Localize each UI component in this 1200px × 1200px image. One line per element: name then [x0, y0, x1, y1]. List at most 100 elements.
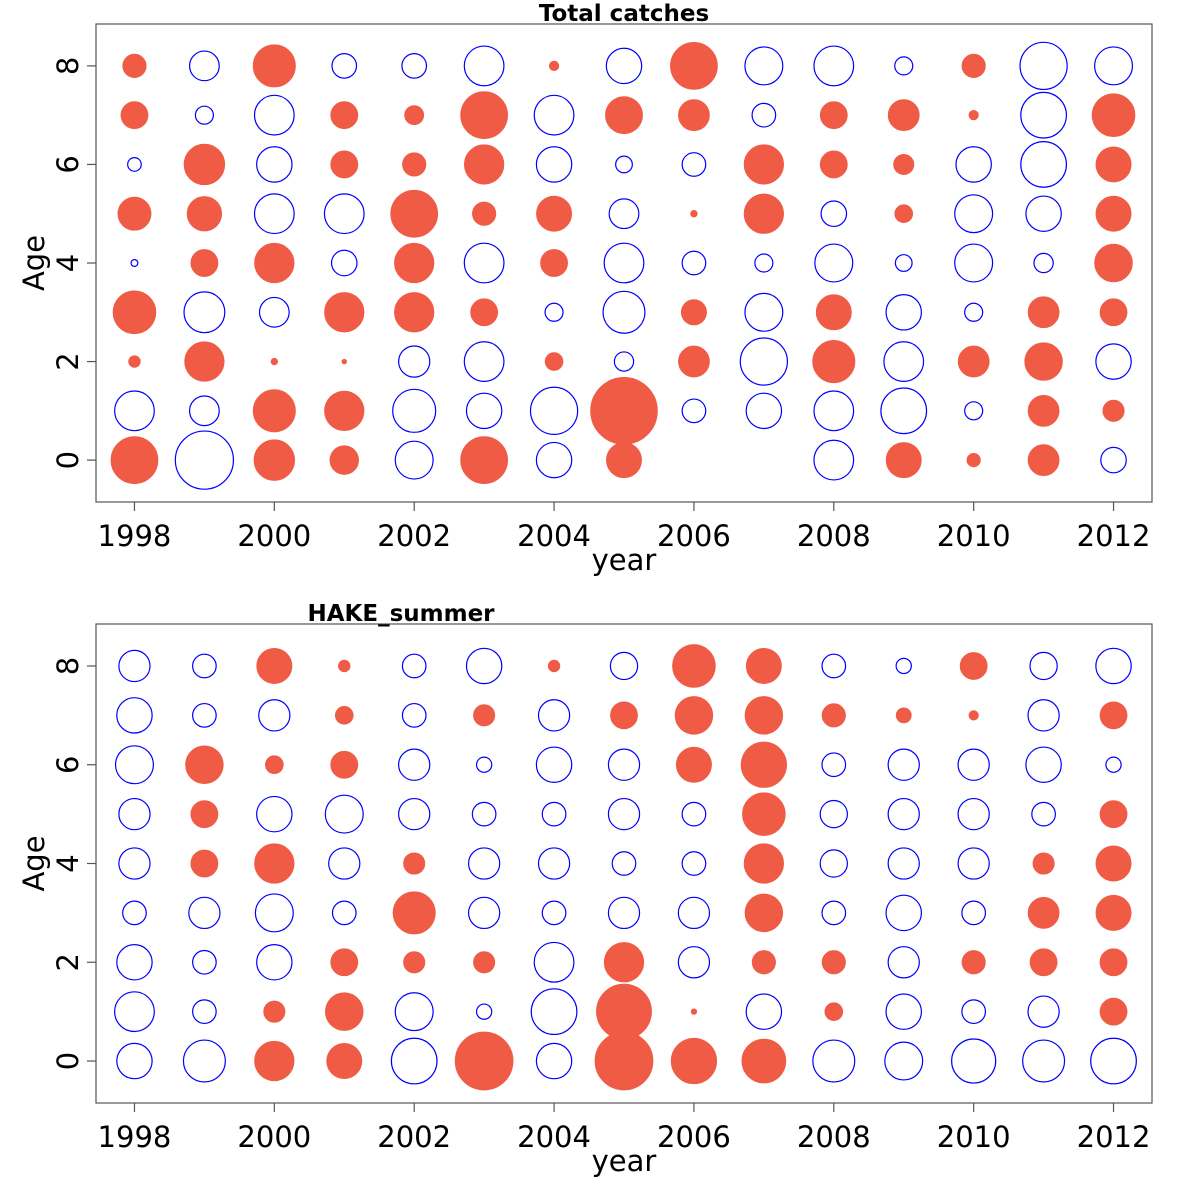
bubble-2005-age-3 — [602, 290, 646, 334]
bubble-1999-age-1 — [188, 395, 220, 427]
bubble-2006-age-7 — [678, 99, 710, 132]
panel-2: HAKE_summer 1998 2000 2002 2004 2006 2008 2010 2… — [17, 601, 1153, 1178]
bubble-2002-age-7 — [401, 702, 427, 728]
bubble-2002-age-3 — [394, 292, 435, 333]
bubble-2008-age-4 — [814, 243, 854, 283]
bubble-2007-age-1 — [745, 993, 783, 1030]
bubble-2006-age-3 — [680, 299, 707, 326]
y-tick-label: 8 — [51, 57, 85, 75]
panel-title: Total catches — [539, 1, 709, 27]
bubble-2002-age-5 — [390, 189, 439, 238]
bubble-2008-age-8 — [813, 45, 855, 87]
bubble-1999-age-7 — [194, 105, 214, 125]
bubble-2003-age-0 — [460, 436, 508, 484]
bubble-2011-age-8 — [1019, 41, 1068, 91]
bubble-2000-age-8 — [256, 648, 293, 684]
bubble-1998-age-8 — [122, 53, 147, 78]
bubble-2001-age-0 — [326, 1043, 363, 1079]
bubble-1999-age-0 — [182, 1039, 226, 1083]
bubble-2002-age-4 — [403, 852, 426, 875]
bubble-1999-age-5 — [186, 196, 223, 232]
bubble-2010-age-0 — [951, 1038, 997, 1084]
x-tick-label: 2002 — [377, 519, 451, 553]
x-tick-label: 2006 — [657, 1120, 731, 1154]
bubble-2011-age-6 — [1020, 141, 1068, 188]
bubble-2001-age-5 — [323, 193, 365, 235]
bubble-1998-age-6 — [127, 157, 142, 172]
bubble-2012-age-0 — [1100, 446, 1127, 474]
bubble-2000-age-4 — [254, 843, 295, 884]
bubble-2004-age-4 — [537, 847, 571, 880]
bubble-2004-age-8 — [547, 659, 561, 673]
bubble-2000-age-8 — [252, 44, 296, 88]
bubble-2009-age-5 — [894, 204, 914, 224]
bubble-2001-age-1 — [324, 390, 365, 431]
bubble-2005-age-2 — [613, 351, 635, 372]
y-tick-label: 0 — [51, 451, 85, 469]
bubble-2002-age-1 — [394, 992, 434, 1032]
bubble-2001-age-0 — [329, 445, 359, 475]
bubble-2012-age-3 — [1095, 894, 1132, 931]
x-tick-label: 2004 — [517, 1120, 591, 1154]
bubble-2000-age-3 — [258, 296, 290, 328]
bubble-1998-age-6 — [114, 745, 154, 785]
bubble-2000-age-5 — [253, 193, 295, 235]
bubble-2008-age-2 — [821, 950, 846, 975]
bubble-2003-age-5 — [471, 801, 497, 827]
x-tick-label: 2008 — [797, 1120, 871, 1154]
bubble-2008-age-0 — [812, 1039, 856, 1083]
bubble-2005-age-8 — [605, 47, 643, 85]
bubble-2009-age-0 — [885, 442, 922, 479]
bubble-2008-age-8 — [821, 653, 847, 679]
bubble-2008-age-5 — [819, 799, 849, 829]
bubble-2012-age-1 — [1102, 399, 1125, 422]
bubble-2010-age-7 — [968, 710, 979, 721]
x-tick-label: 2012 — [1077, 519, 1151, 553]
bubble-2002-age-8 — [401, 653, 427, 679]
bubble-2003-age-8 — [463, 45, 505, 87]
bubble-2000-age-1 — [252, 389, 296, 433]
bubble-1998-age-8 — [118, 649, 151, 683]
bubble-2004-age-5 — [536, 195, 573, 232]
x-tick-label: 2004 — [517, 519, 591, 553]
bubble-2004-age-3 — [544, 302, 564, 322]
bubble-2006-age-0 — [670, 1037, 718, 1085]
bubble-2007-age-1 — [745, 392, 783, 430]
bubble-2005-age-6 — [607, 748, 641, 781]
x-tick-label: 2006 — [657, 519, 731, 553]
bubble-2004-age-1 — [530, 988, 578, 1036]
bubble-2006-age-3 — [677, 896, 711, 930]
bubble-2003-age-6 — [475, 756, 493, 773]
x-tick-label: 1998 — [98, 519, 172, 553]
bubble-2001-age-6 — [330, 150, 359, 179]
x-tick-label: 2000 — [237, 519, 311, 553]
bubble-2011-age-5 — [1025, 195, 1062, 232]
bubble-2012-age-8 — [1094, 46, 1134, 86]
bubble-2010-age-8 — [959, 652, 988, 680]
bubble-2004-age-3 — [541, 900, 567, 926]
bubble-2003-age-3 — [467, 896, 501, 930]
x-tick-label: 2008 — [797, 519, 871, 553]
y-tick-label: 8 — [51, 657, 85, 675]
bubble-2011-age-5 — [1031, 801, 1056, 827]
x-tick-label: 2010 — [937, 519, 1011, 553]
bubble-2009-age-3 — [885, 894, 923, 932]
bubble-1999-age-1 — [192, 999, 217, 1025]
bubble-2009-age-7 — [895, 707, 912, 724]
bubble-2001-age-8 — [338, 659, 351, 673]
bubble-2002-age-2 — [398, 345, 431, 378]
bubble-2006-age-6 — [675, 746, 712, 783]
bubble-2007-age-3 — [744, 292, 784, 332]
y-tick-label: 0 — [51, 1052, 85, 1070]
y-axis-title: Age — [17, 235, 51, 291]
bubble-2009-age-8 — [894, 56, 914, 76]
bubble-2002-age-4 — [394, 242, 435, 284]
bubble-2002-age-6 — [398, 748, 431, 781]
bubble-1999-age-8 — [192, 653, 217, 679]
bubble-2011-age-2 — [1024, 342, 1063, 381]
bubble-1999-age-6 — [185, 745, 224, 784]
bubble-2008-age-2 — [812, 340, 856, 384]
bubble-1998-age-5 — [118, 797, 151, 831]
bubble-2004-age-7 — [537, 699, 571, 732]
